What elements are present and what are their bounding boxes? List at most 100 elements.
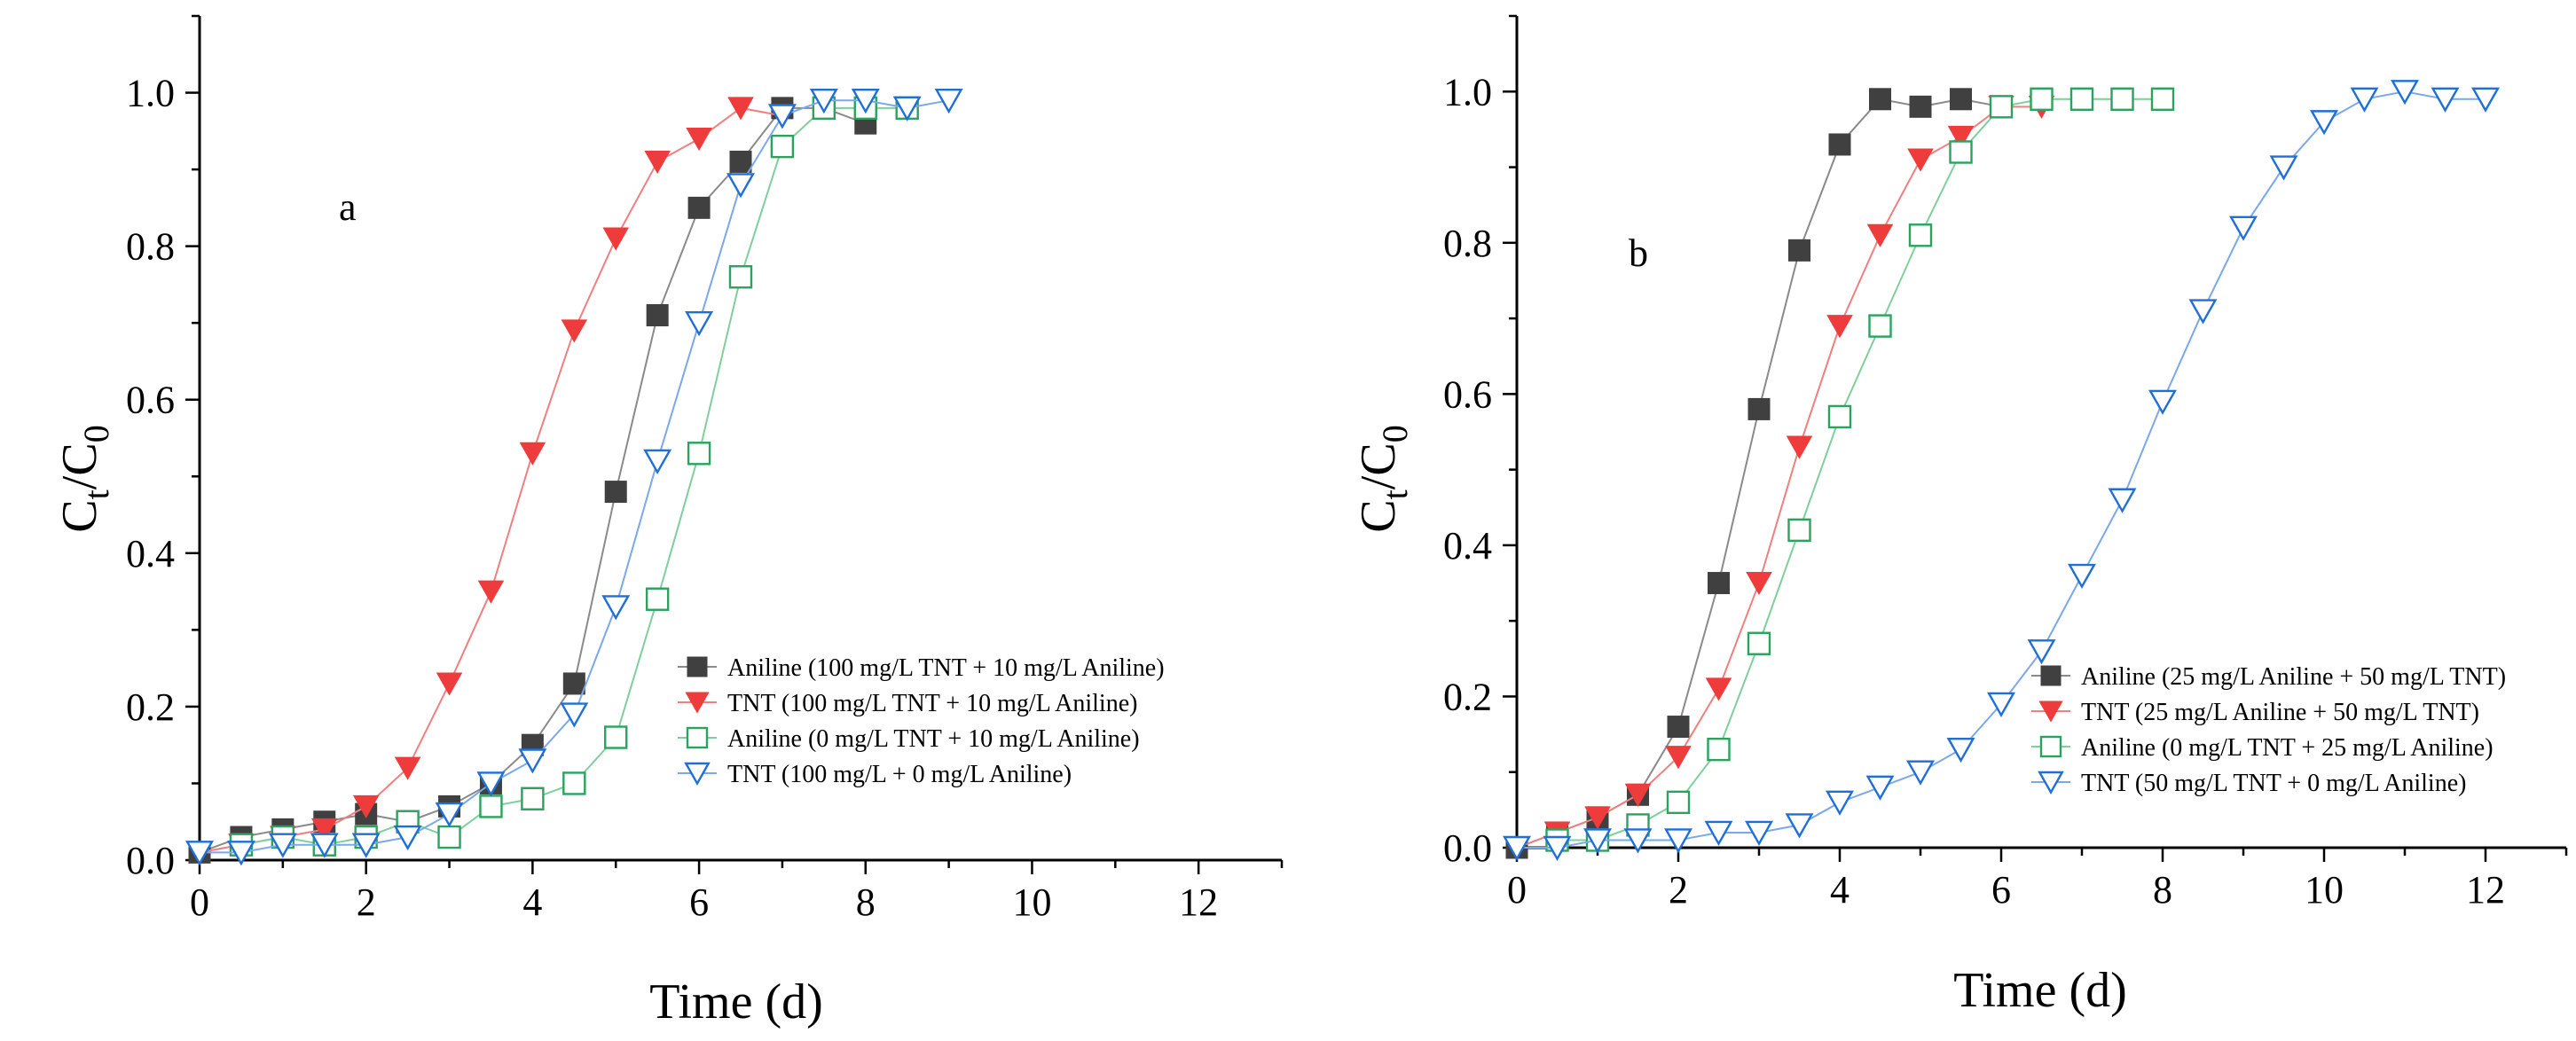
y-tick-label: 0.2 [1443, 675, 1492, 718]
x-tick-label: 8 [856, 881, 876, 924]
data-point [1664, 828, 1692, 854]
legend: Aniline (100 mg/L TNT + 10 mg/L Aniline)… [678, 654, 1165, 788]
data-point [1909, 95, 1932, 118]
y-tick-label: 0.8 [126, 225, 175, 269]
data-point [1908, 223, 1933, 247]
y-axis-title: Ct/C0 [52, 425, 116, 532]
x-tick-label: 0 [190, 881, 209, 924]
data-point [1866, 223, 1894, 247]
data-point [2431, 87, 2460, 113]
data-point [686, 127, 712, 152]
series-2 [1545, 87, 2175, 852]
data-point [226, 841, 255, 866]
legend-marker [687, 656, 708, 677]
data-point [601, 595, 631, 621]
data-point [268, 833, 297, 858]
data-point [394, 756, 421, 780]
data-point [1745, 820, 1773, 846]
panel-a: a 0 2 4 6 8 10 12 0.0 0.2 0.4 0.6 0.8 1.0 Time (d) Ct/… [52, 14, 1284, 1029]
data-point [1666, 790, 1691, 815]
data-point [726, 173, 755, 199]
data-point [1906, 760, 1935, 786]
data-point [646, 304, 669, 327]
data-point [437, 825, 461, 849]
data-point [687, 196, 711, 219]
y-tick-label: 0.2 [126, 685, 175, 729]
legend-marker [2038, 701, 2063, 723]
legend-label: Aniline (25 mg/L Aniline + 50 mg/L TNT) [2081, 663, 2506, 691]
data-point [393, 825, 422, 851]
y-tick-label: 0.4 [126, 532, 175, 575]
legend-marker [2040, 665, 2062, 686]
x-tick-label: 10 [1012, 881, 1051, 924]
x-axis-title: Time (d) [649, 974, 823, 1029]
data-point [2030, 87, 2054, 112]
legend: Aniline (25 mg/L Aniline + 50 mg/L TNT) T… [2031, 663, 2506, 797]
y-axis-title-main: C [1351, 499, 1406, 532]
data-point [1503, 835, 1531, 862]
data-point [2110, 87, 2134, 112]
data-point [2269, 155, 2298, 181]
x-tick-label: 10 [2305, 868, 2344, 912]
data-point [2391, 80, 2419, 106]
data-point [1987, 692, 2015, 718]
data-point [1665, 746, 1692, 770]
data-point [2150, 87, 2175, 112]
legend-marker [684, 762, 711, 786]
data-point [521, 787, 545, 810]
x-axis-title: Time (d) [1953, 963, 2127, 1018]
data-point [560, 702, 589, 728]
x-tick-label: 2 [1669, 868, 1688, 912]
data-point [519, 442, 546, 466]
data-point [310, 833, 339, 858]
data-point [685, 310, 714, 337]
x-tick-label: 0 [1507, 868, 1527, 912]
legend-label: Aniline (100 mg/L TNT + 10 mg/L Aniline) [727, 654, 1165, 682]
series-line [1516, 98, 2002, 849]
legend-label: Aniline (0 mg/L TNT + 10 mg/L Aniline) [727, 725, 1140, 753]
data-point [1708, 572, 1730, 595]
data-point [562, 771, 586, 795]
data-point [934, 88, 963, 114]
data-point [604, 725, 628, 749]
legend-marker [2039, 735, 2062, 758]
data-point [1869, 88, 1891, 111]
data-point [1949, 140, 1973, 164]
data-point [2471, 87, 2500, 113]
data-point [518, 748, 547, 774]
legend-label: TNT (25 mg/L Aniline + 50 mg/L TNT) [2081, 699, 2479, 726]
y-axis-title-slash: /C [52, 442, 107, 489]
y-axis-title: Ct/C0 [1351, 425, 1415, 532]
data-point [729, 150, 752, 173]
y-axis-title-slash: /C [1351, 442, 1406, 489]
series-1 [1504, 95, 2055, 860]
data-point [2188, 299, 2218, 325]
data-point [1747, 631, 1771, 655]
legend-label: TNT (50 mg/L TNT + 0 mg/L Aniline) [2081, 770, 2466, 797]
data-point [562, 672, 585, 695]
data-point [687, 442, 711, 466]
data-point [892, 96, 922, 121]
y-tick-label: 0.6 [126, 379, 175, 422]
x-tick-label: 8 [2153, 868, 2172, 912]
legend-marker [686, 726, 709, 749]
x-tick-label: 12 [2466, 868, 2505, 912]
data-point [2068, 563, 2096, 590]
data-point [1787, 518, 1811, 543]
data-point [185, 841, 214, 866]
data-point [728, 265, 753, 289]
data-point [1747, 397, 1771, 420]
y-axis-title-sub-0: 0 [76, 425, 116, 442]
data-point [770, 134, 795, 159]
data-point [809, 88, 838, 114]
data-point [2069, 87, 2094, 112]
data-point [310, 818, 338, 841]
series-line [1557, 98, 2163, 841]
legend-label: TNT (100 mg/L + 0 mg/L Aniline) [727, 761, 1072, 788]
y-tick-label: 1.0 [1443, 70, 1492, 113]
data-point [1865, 775, 1895, 801]
data-point [351, 833, 381, 858]
data-point [476, 771, 506, 797]
panel-b: b 0 2 4 6 8 10 12 0.0 0.2 0.4 0.6 0.8 1.0 Time (d) Ct/… [1351, 14, 2568, 1018]
